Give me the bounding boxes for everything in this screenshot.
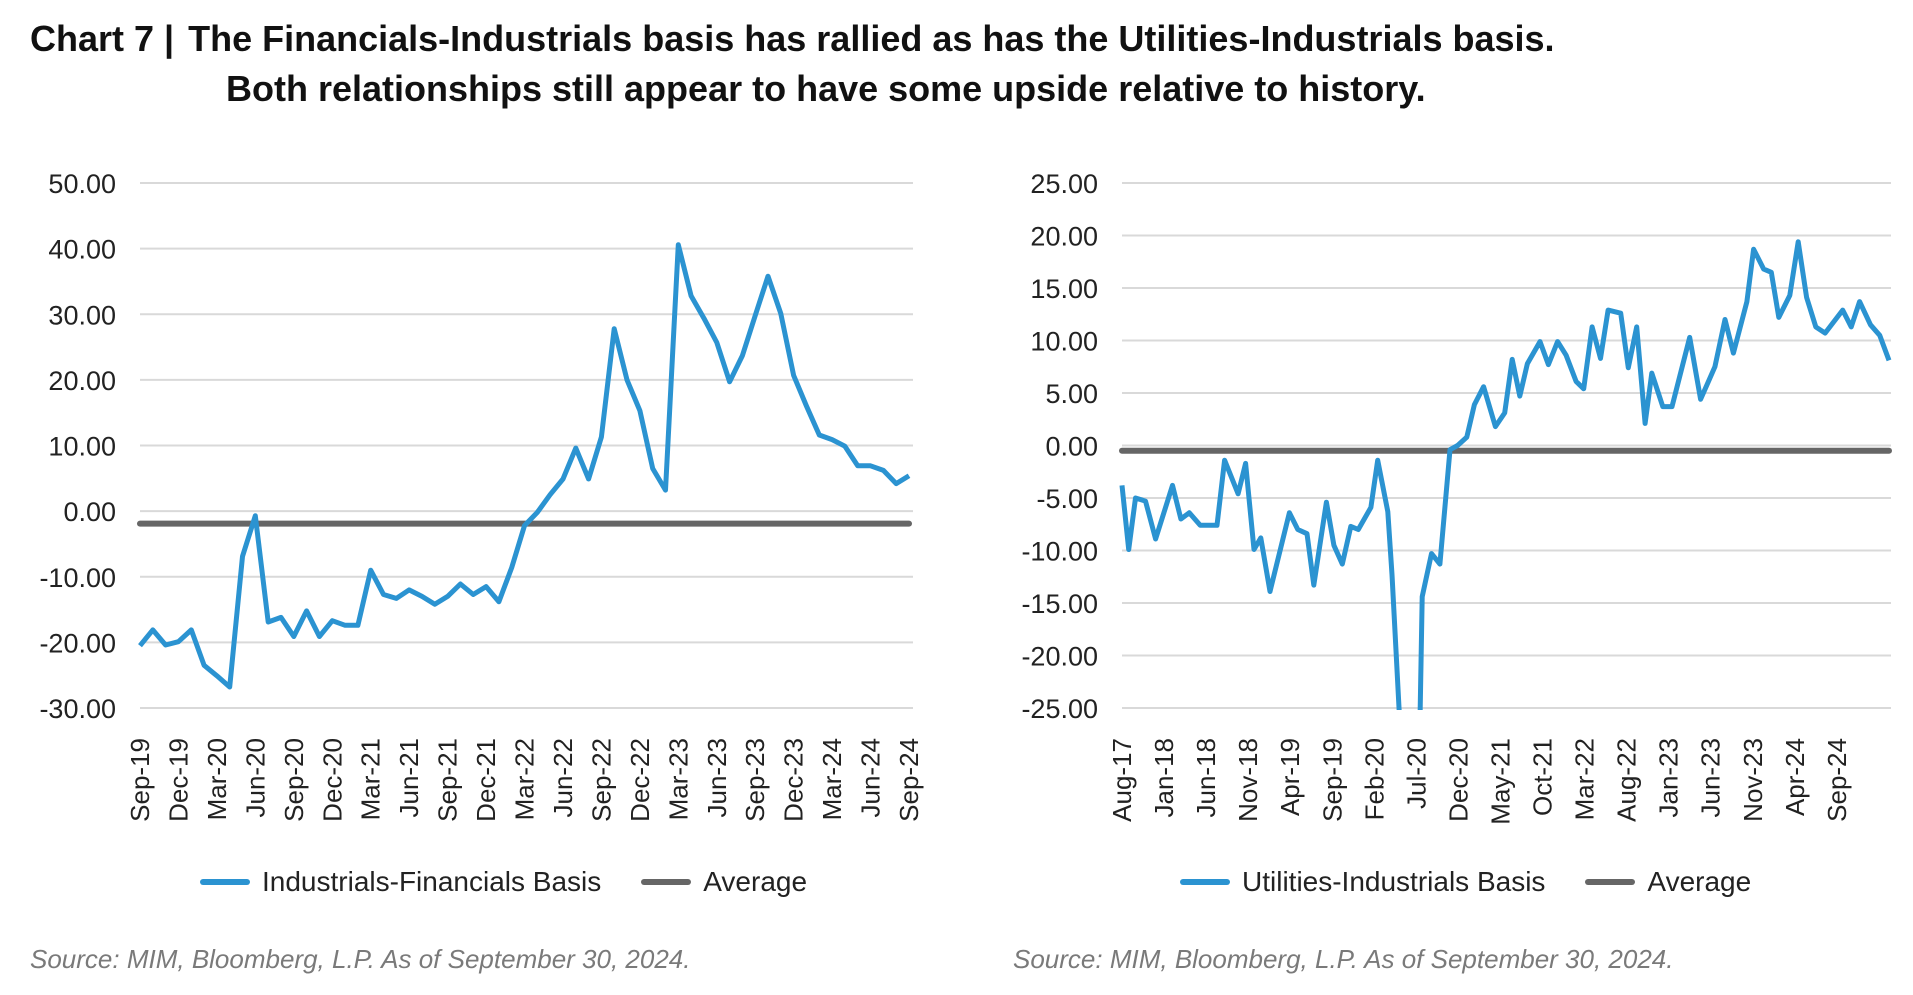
y-tick-label: -20.00 <box>1021 642 1098 672</box>
legend-swatch-average <box>641 879 692 885</box>
x-tick-label: Aug-17 <box>1107 738 1137 822</box>
x-tick-label: Jun-23 <box>702 738 732 818</box>
x-tick-label: Jul-20 <box>1401 738 1431 809</box>
x-tick-label: Sep-19 <box>1317 738 1347 822</box>
x-tick-label: Aug-22 <box>1612 738 1642 822</box>
x-tick-label: Apr-24 <box>1780 738 1810 816</box>
x-tick-label: Mar-22 <box>1570 738 1600 820</box>
x-tick-label: Mar-23 <box>663 738 693 820</box>
x-tick-label: Dec-21 <box>471 738 501 822</box>
x-tick-label: Jun-21 <box>394 738 424 818</box>
x-tick-label: Dec-20 <box>1443 738 1473 822</box>
x-tick-label: Nov-23 <box>1738 738 1768 822</box>
legend-item-average: Average <box>641 866 807 898</box>
chart-title: Chart 7 | The Financials-Industrials bas… <box>30 14 1555 114</box>
right-chart: 25.00 20.00 15.00 10.00 5.00 0.00 -5.00 -10.00 -… <box>1021 169 1892 825</box>
x-tick-label: Sep-23 <box>740 738 770 822</box>
x-tick-label: Sep-22 <box>586 738 616 822</box>
x-tick-label: Feb-20 <box>1359 738 1389 820</box>
legend-swatch-average <box>1585 879 1636 885</box>
series-line <box>138 242 911 690</box>
y-tick-label: 10.00 <box>1030 327 1098 357</box>
legend-item-average: Average <box>1585 866 1751 898</box>
y-tick-label: -15.00 <box>1021 589 1098 619</box>
y-tick-label: 20.00 <box>48 366 116 396</box>
y-tick-label: 50.00 <box>48 169 116 199</box>
legend-swatch-series <box>1180 879 1230 885</box>
y-tick-label: 5.00 <box>1045 379 1098 409</box>
chart-number: Chart 7 <box>30 18 155 59</box>
left-legend: Industrials-Financials Basis Average <box>200 866 847 898</box>
y-tick-label: 15.00 <box>1030 274 1098 304</box>
x-tick-label: Sep-24 <box>894 738 924 822</box>
x-tick-label: Dec-23 <box>779 738 809 822</box>
title-separator: | <box>164 18 175 59</box>
y-tick-label: -20.00 <box>39 628 116 658</box>
legend-label: Utilities-Industrials Basis <box>1242 866 1546 897</box>
title-line-1: The Financials-Industrials basis has ral… <box>188 18 1555 59</box>
x-tick-label: Mar-21 <box>356 738 386 820</box>
x-tick-label: Sep-21 <box>433 738 463 822</box>
x-tick-label: Dec-19 <box>163 738 193 822</box>
y-tick-label: -30.00 <box>39 694 116 724</box>
legend-item-series: Industrials-Financials Basis <box>200 866 601 898</box>
legend-label: Industrials-Financials Basis <box>262 866 602 897</box>
title-line-2: Both relationships still appear to have … <box>226 68 1426 109</box>
legend-label: Average <box>703 866 808 897</box>
y-tick-label: 25.00 <box>1030 169 1098 199</box>
x-tick-label: Mar-24 <box>817 738 847 820</box>
x-tick-label: Sep-20 <box>279 738 309 822</box>
x-tick-label: Dec-22 <box>625 738 655 822</box>
y-tick-label: 0.00 <box>1045 432 1098 462</box>
x-tick-label: Jun-22 <box>548 738 578 818</box>
x-tick-label: Mar-22 <box>510 738 540 820</box>
legend-label: Average <box>1647 866 1752 897</box>
x-tick-label: Sep-19 <box>125 738 155 822</box>
y-tick-label: -10.00 <box>1021 537 1098 567</box>
x-tick-label: Apr-19 <box>1275 738 1305 816</box>
x-tick-label: Nov-18 <box>1233 738 1263 822</box>
x-tick-label: Jun-24 <box>856 738 886 818</box>
x-tick-label: Dec-20 <box>317 738 347 822</box>
legend-swatch-series <box>200 879 250 885</box>
right-legend: Utilities-Industrials Basis Average <box>1180 866 1791 898</box>
y-tick-label: -10.00 <box>39 563 116 593</box>
y-tick-label: 40.00 <box>48 235 116 265</box>
x-tick-label: Jan-18 <box>1149 738 1179 818</box>
x-tick-label: Jun-18 <box>1191 738 1221 818</box>
x-tick-label: May-21 <box>1485 738 1515 825</box>
y-tick-label: -5.00 <box>1036 484 1098 514</box>
series-line <box>1119 239 1892 710</box>
right-source-note: Source: MIM, Bloomberg, L.P. As of Septe… <box>1013 944 1674 974</box>
y-tick-label: 20.00 <box>1030 222 1098 252</box>
y-tick-label: 10.00 <box>48 432 116 462</box>
legend-item-series: Utilities-Industrials Basis <box>1180 866 1545 898</box>
y-tick-label: -25.00 <box>1021 694 1098 724</box>
left-source-note: Source: MIM, Bloomberg, L.P. As of Septe… <box>30 944 691 974</box>
x-tick-label: Jun-23 <box>1696 738 1726 818</box>
y-tick-label: 0.00 <box>63 497 116 527</box>
x-tick-label: Oct-21 <box>1528 738 1558 816</box>
left-chart: 50.00 40.00 30.00 20.00 10.00 0.00 -10.00 -20.0… <box>39 169 924 822</box>
y-tick-label: 30.00 <box>48 300 116 330</box>
x-tick-label: Jan-23 <box>1654 738 1684 818</box>
x-tick-label: Sep-24 <box>1822 738 1852 822</box>
x-tick-label: Mar-20 <box>202 738 232 820</box>
x-tick-label: Jun-20 <box>240 738 270 818</box>
